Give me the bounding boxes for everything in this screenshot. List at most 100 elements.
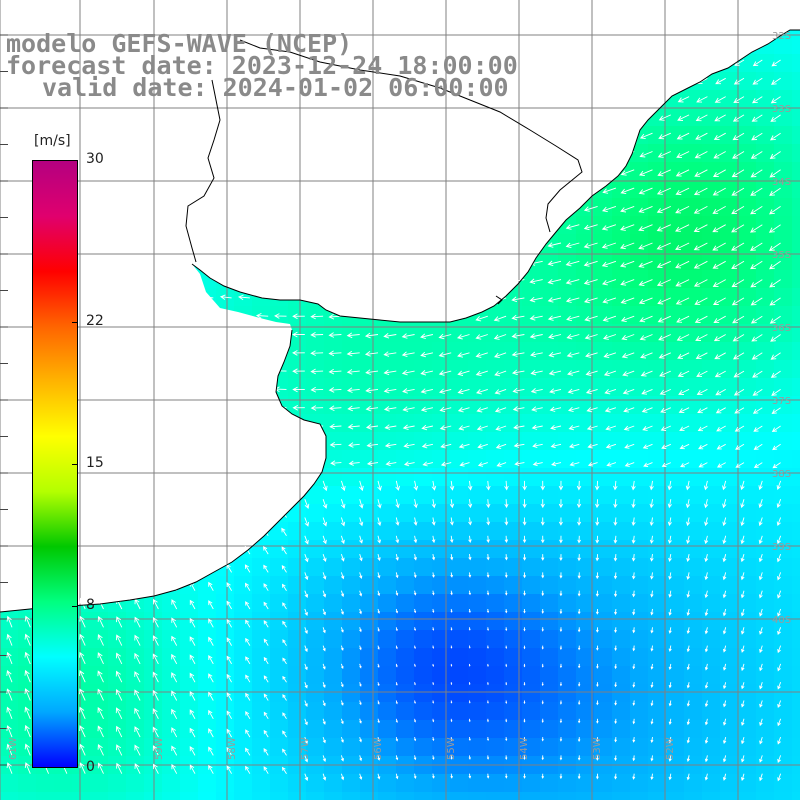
wind-arrow — [420, 351, 434, 358]
wind-arrow — [722, 736, 727, 744]
wind-arrow — [547, 278, 562, 285]
wind-arrow — [750, 297, 763, 306]
speed-cell — [450, 738, 469, 757]
wind-arrow — [693, 206, 708, 214]
speed-cell — [288, 738, 307, 757]
speed-cell — [504, 504, 523, 523]
wind-arrow — [695, 132, 708, 140]
wind-arrow — [776, 499, 782, 508]
speed-cell — [738, 612, 757, 631]
wind-arrow — [377, 608, 380, 614]
wind-arrow — [623, 425, 635, 431]
speed-cell — [612, 576, 631, 595]
speed-cell — [396, 702, 415, 721]
wind-arrow — [450, 755, 453, 760]
wind-arrow — [468, 572, 472, 578]
wind-arrow — [304, 590, 309, 598]
speed-cell — [396, 522, 415, 541]
speed-cell — [414, 414, 433, 433]
speed-cell — [648, 720, 667, 739]
speed-cell — [684, 558, 703, 577]
wind-arrow — [152, 598, 159, 610]
border-lines — [185, 39, 583, 305]
speed-cell — [576, 576, 595, 595]
speed-cell — [540, 558, 559, 577]
wind-arrow — [602, 205, 617, 213]
speed-cell — [342, 792, 361, 800]
speed-cell — [450, 450, 469, 469]
wind-arrow — [577, 645, 581, 651]
speed-cell — [558, 612, 577, 631]
speed-cell — [522, 612, 541, 631]
wind-arrow — [722, 517, 727, 527]
wind-arrow — [24, 743, 31, 756]
wind-arrow — [457, 352, 470, 358]
wind-arrow — [359, 499, 364, 509]
speed-cell — [378, 378, 397, 397]
wind-arrow — [641, 407, 653, 413]
speed-cell — [630, 738, 649, 757]
wind-arrow — [661, 462, 671, 468]
wind-arrow — [584, 334, 598, 340]
latitude-label: 35S — [772, 250, 791, 261]
wind-arrow — [740, 627, 745, 635]
wind-arrow — [624, 462, 635, 467]
speed-cell — [198, 666, 217, 685]
speed-cell — [792, 396, 800, 415]
wind-arrow — [704, 535, 709, 545]
wind-arrow — [171, 690, 178, 701]
wind-arrow — [531, 406, 543, 412]
speed-cell — [720, 378, 739, 397]
wind-arrow — [704, 718, 709, 726]
wind-arrow — [377, 517, 382, 527]
speed-cell — [756, 216, 775, 235]
wind-arrow — [450, 737, 453, 742]
speed-cell — [378, 522, 397, 541]
speed-cell — [684, 360, 703, 379]
speed-cell — [720, 612, 739, 631]
speed-cell — [720, 630, 739, 649]
wind-arrow — [511, 314, 525, 321]
speed-cell — [198, 630, 217, 649]
wind-arrow — [541, 645, 544, 650]
wind-arrow — [558, 517, 563, 526]
wind-arrow — [6, 633, 13, 646]
speed-cell — [90, 792, 109, 800]
speed-cell — [684, 576, 703, 595]
speed-cell — [612, 522, 631, 541]
speed-cell — [702, 126, 721, 145]
speed-cell — [702, 108, 721, 127]
speed-cell — [126, 774, 145, 793]
wind-arrow — [401, 351, 415, 358]
wind-arrow — [395, 608, 399, 614]
wind-arrow — [97, 615, 104, 628]
speed-cell — [450, 342, 469, 361]
wind-arrow — [657, 169, 671, 177]
speed-cell — [360, 594, 379, 613]
speed-cell — [612, 774, 631, 793]
speed-cell — [468, 324, 487, 343]
wind-arrow — [768, 242, 781, 252]
land-mask — [0, 0, 800, 322]
speed-cell — [450, 594, 469, 613]
wind-arrow — [695, 114, 708, 122]
speed-cell — [738, 504, 757, 523]
speed-cell — [792, 216, 800, 235]
speed-cell — [576, 234, 595, 253]
speed-cell — [342, 612, 361, 631]
speed-cell — [738, 648, 757, 667]
speed-cell — [702, 414, 721, 433]
latitude-label: 40S — [772, 615, 791, 626]
speed-cell — [756, 126, 775, 145]
speed-cell — [414, 396, 433, 415]
wind-arrow — [450, 535, 454, 544]
wind-arrow — [486, 572, 490, 578]
wind-arrow — [134, 634, 141, 646]
speed-cell — [432, 792, 451, 800]
speed-cell — [630, 648, 649, 667]
wind-arrow — [505, 718, 508, 723]
speed-cell — [684, 522, 703, 541]
wind-arrow — [432, 718, 435, 723]
speed-cell — [342, 666, 361, 685]
